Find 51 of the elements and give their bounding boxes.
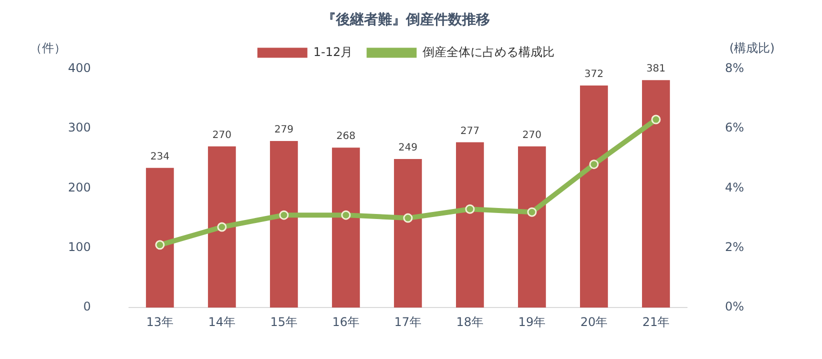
point <box>279 210 289 220</box>
bar <box>332 148 360 308</box>
bar <box>518 146 546 308</box>
x-tick-label: 17年 <box>394 314 422 329</box>
y-tick-label: 300 <box>68 120 91 135</box>
bar <box>456 142 484 308</box>
data-label: 268 <box>336 131 356 142</box>
data-label: 234 <box>150 151 170 162</box>
point <box>651 114 661 124</box>
data-label: 270 <box>522 130 542 142</box>
y2-tick-label: 6% <box>724 120 744 135</box>
data-label: 249 <box>398 142 418 154</box>
point <box>403 213 413 223</box>
data-label: 270 <box>212 130 232 142</box>
x-tick-label: 20年 <box>580 314 608 329</box>
y2-tick-label: 4% <box>724 180 744 194</box>
x-tick-label: 13年 <box>146 314 174 329</box>
y-tick-label: 200 <box>68 180 91 194</box>
y2-tick-label: 0% <box>724 300 744 314</box>
point <box>217 222 227 232</box>
data-label: 279 <box>274 124 294 136</box>
y2-tick-label: 2% <box>724 240 744 254</box>
bar <box>394 158 422 308</box>
data-label: 372 <box>584 69 604 80</box>
bar <box>642 80 670 308</box>
chart-title: 『後継者難』倒産件数推移 <box>322 11 490 28</box>
x-tick-label: 14年 <box>208 314 236 329</box>
data-label: 277 <box>460 126 480 137</box>
point <box>465 204 475 214</box>
bar <box>208 146 236 308</box>
x-tick-label: 16年 <box>332 314 360 329</box>
bar <box>580 86 608 308</box>
legend-label: 倒産全体に占める構成比 <box>422 44 555 59</box>
bar <box>146 168 174 308</box>
y-axis-title: （件） <box>30 40 66 55</box>
y-tick-label: 100 <box>68 240 91 254</box>
y-tick-label: 0 <box>83 300 91 314</box>
point <box>527 207 537 217</box>
legend-label: 1-12月 <box>313 44 353 59</box>
x-tick-label: 15年 <box>270 314 298 329</box>
point <box>589 160 599 170</box>
bar <box>270 141 298 308</box>
y2-tick-label: 8% <box>724 60 744 75</box>
point <box>155 240 165 250</box>
x-tick-label: 18年 <box>456 314 484 329</box>
data-label: 381 <box>646 64 666 75</box>
x-tick-label: 19年 <box>518 314 546 329</box>
x-tick-label: 21年 <box>642 314 670 329</box>
y2-axis-title: (構成比) <box>729 40 775 55</box>
y-tick-label: 400 <box>68 60 91 75</box>
point <box>341 210 351 220</box>
